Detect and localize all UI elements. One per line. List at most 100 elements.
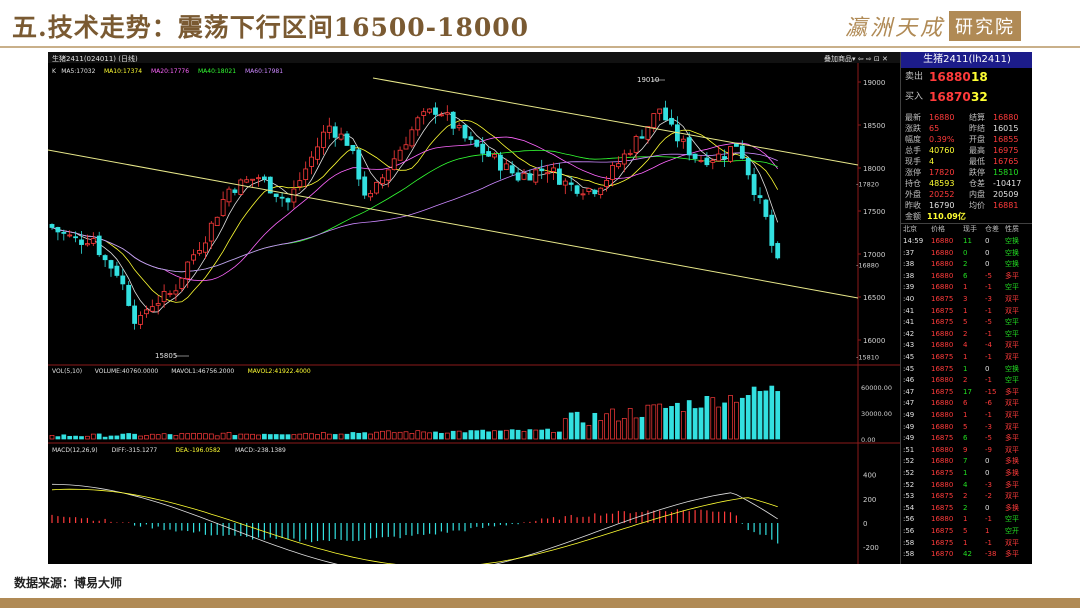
tick-cell: -1 [985,411,992,419]
candle-body [179,277,185,289]
tick-cell: 16880 [931,515,954,524]
tick-cell: 1 [963,411,968,419]
tick-row: :49 16880 1 -1 双平 [901,410,1032,421]
tick-cell: 5 [963,318,968,327]
candle-body [126,284,132,306]
candle-body [55,227,61,233]
tick-cell: :56 [903,515,915,524]
candle-body [539,168,545,172]
stat-value: 16880 [929,113,955,122]
stat-value: 20509 [993,190,1019,199]
candle-body [545,172,551,175]
data-source-note: 数据来源：博易大师 [14,576,123,590]
tick-cell: 空平 [1005,376,1019,385]
tick-cell: -1 [985,283,992,292]
tick-cell: :38 [903,271,915,280]
candle-body [680,138,686,142]
tick-cell: -3 [985,480,992,489]
tick-cell: :54 [903,503,915,512]
candle-body [238,179,244,195]
chart-toolbar[interactable]: 叠加商品▾ ⇦ ⇨ ⊡ ✕ [824,54,888,63]
candle-body [438,114,444,117]
candle-body [326,125,332,133]
tick-cell: 6 [963,434,968,443]
volume-bar [444,432,450,440]
candle-body [486,151,492,157]
tick-cell: 双平 [1005,399,1019,408]
volume-bar [633,417,639,440]
macd-legend-1: DIFF:-315.1277 [112,447,158,454]
volume-bar [627,408,633,440]
volume-bar [374,431,379,440]
tick-cell: :49 [903,434,915,443]
volume-bar [226,432,232,440]
volume-bar [751,386,757,440]
volume-bar [173,435,179,440]
tick-cell: -3 [985,295,992,303]
candle-body [480,143,486,154]
candle-body [403,144,409,150]
tick-cell: 0 [985,457,990,466]
candle-body [379,177,385,185]
volume-bar [598,420,604,440]
tick-cell: 多平 [1005,434,1019,443]
candle-body [527,173,533,181]
volume-bar [757,391,763,440]
volume-bar [521,430,527,440]
volume-bar [604,413,609,440]
tick-cell: 1 [963,364,968,373]
volume-bar [769,385,775,440]
quote-panel-title: 生猪2411(lh2411) [901,52,1032,68]
volume-bar [486,431,491,440]
tick-cell: 2 [963,260,968,269]
candle-body [716,153,722,162]
candle-body [450,111,456,129]
volume-bar [763,390,769,440]
tick-cell: :53 [903,492,915,501]
candle-body [509,165,515,174]
bid-volume: 32 [971,90,988,104]
tick-cell: 0 [985,503,990,512]
ask-price: 16880 [929,70,971,84]
stat-label: 仓差 [969,179,985,188]
candle-body [627,152,633,155]
stat-value: 16975 [993,146,1019,155]
stat-label: 结算 [969,113,985,122]
volume-bar [498,430,503,440]
tick-cell: 2 [963,376,968,385]
candle-body [232,189,238,193]
tick-cell: 14:59 [903,237,924,245]
dea-line [51,488,778,564]
ma-legend-5: MA60:17981 [245,68,283,75]
tick-cell: 多换 [1005,457,1019,466]
vol-legend-3: MAVOL2:41922.4000 [248,368,311,375]
candle-body [320,131,326,148]
tick-cell: -5 [985,434,992,443]
candle-body [208,222,214,242]
candle-body [267,176,273,194]
tick-row: :58 16875 1 -1 双平 [901,538,1032,549]
volume-bar [397,431,403,440]
volume-bar [692,408,698,440]
tick-cell: 16880 [931,329,954,338]
tick-cell: -1 [985,376,992,385]
volume-bar [716,406,722,440]
tick-cell: 0 [985,469,990,477]
low-annotation: 15805 [155,352,177,360]
vol-legend-2: MAVOL1:46756.2000 [171,368,234,375]
volume-bar [456,430,462,440]
stat-label: 涨停 [905,168,921,177]
quote-stat-row: 昨收 16790 均价 16881 [901,200,1032,211]
tick-header-cell: 仓差 [985,225,999,233]
tick-cell: 16880 [931,457,954,466]
tick-row: :52 16875 1 0 多换 [901,468,1032,479]
macd-tick: 0 [863,520,867,528]
candle-body [645,126,651,140]
volume-bar [421,431,427,440]
tick-cell: 16875 [931,353,954,361]
volume-bar [380,430,385,440]
candle-body [250,178,256,181]
candle-body [433,107,438,115]
kline-chart[interactable]: 生猪2411(024011) (日线) 叠加商品▾ ⇦ ⇨ ⊡ ✕ K MA5:1… [48,52,900,564]
candle-body [409,129,415,147]
